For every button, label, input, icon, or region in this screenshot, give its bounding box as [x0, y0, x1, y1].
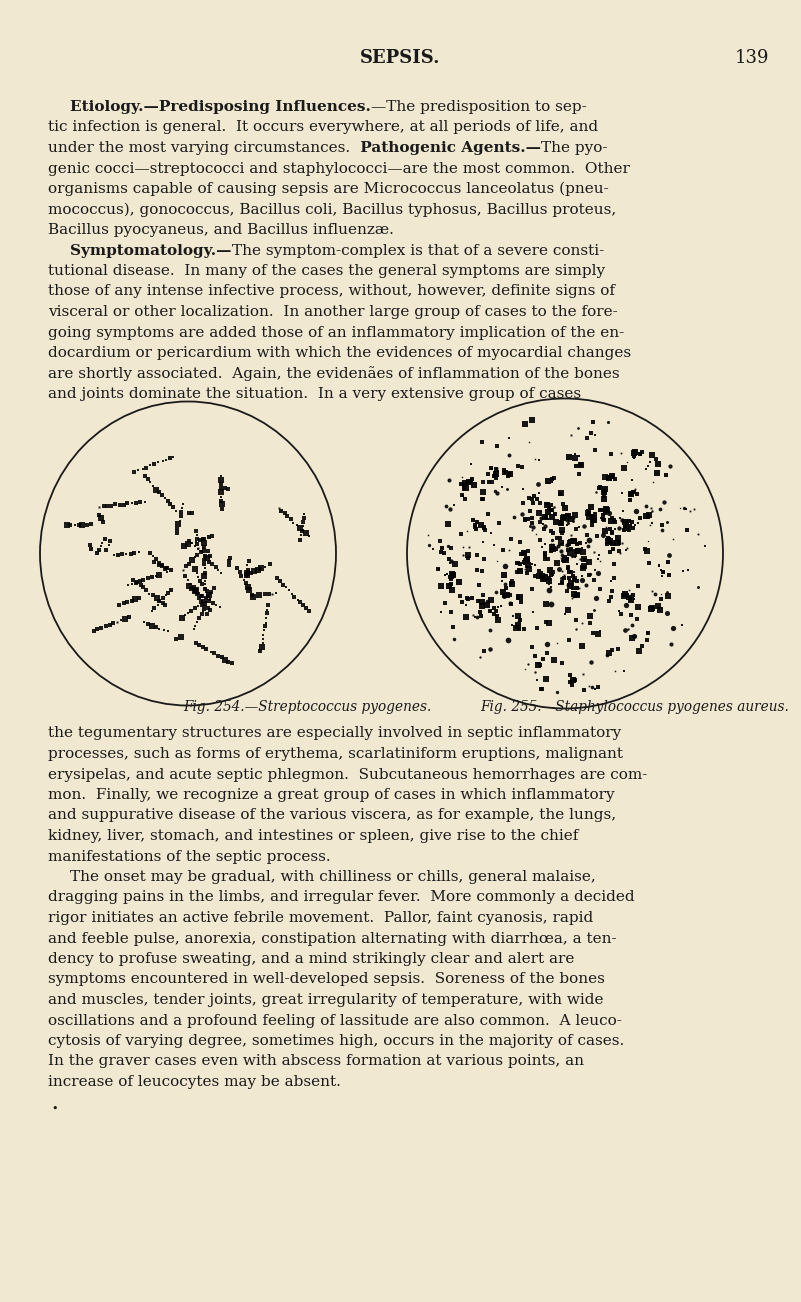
Text: and feeble pulse, anorexia, constipation alternating with diarrhœa, a ten-: and feeble pulse, anorexia, constipation… [48, 931, 617, 945]
Text: increase of leucocytes may be absent.: increase of leucocytes may be absent. [48, 1075, 341, 1088]
Text: the tegumentary structures are especially involved in septic inflammatory: the tegumentary structures are especiall… [48, 727, 622, 741]
Text: kidney, liver, stomach, and intestines or spleen, give rise to the chief: kidney, liver, stomach, and intestines o… [48, 829, 578, 842]
Text: manifestations of the septic process.: manifestations of the septic process. [48, 849, 331, 863]
Text: In the graver cases even with abscess formation at various points, an: In the graver cases even with abscess fo… [48, 1055, 584, 1069]
Text: Etiology.—Predisposing Influences.: Etiology.—Predisposing Influences. [70, 100, 371, 115]
Text: docardium or pericardium with which the evidences of myocardial changes: docardium or pericardium with which the … [48, 346, 631, 359]
Text: are shortly associated.  Again, the evidenães of inflammation of the bones: are shortly associated. Again, the evide… [48, 366, 620, 381]
Text: erysipelas, and acute septic phlegmon.  Subcutaneous hemorrhages are com-: erysipelas, and acute septic phlegmon. S… [48, 767, 647, 781]
Text: The pyo-: The pyo- [541, 141, 607, 155]
Text: SEPSIS.: SEPSIS. [360, 49, 441, 66]
Text: going symptoms are added those of an inflammatory implication of the en-: going symptoms are added those of an inf… [48, 326, 624, 340]
Text: 139: 139 [735, 49, 769, 66]
Text: mon.  Finally, we recognize a great group of cases in which inflammatory: mon. Finally, we recognize a great group… [48, 788, 614, 802]
Text: The symptom-complex is that of a severe consti-: The symptom-complex is that of a severe … [231, 243, 604, 258]
Text: visceral or other localization.  In another large group of cases to the fore-: visceral or other localization. In anoth… [48, 305, 618, 319]
Text: tutional disease.  In many of the cases the general symptoms are simply: tutional disease. In many of the cases t… [48, 264, 605, 279]
Text: organisms capable of causing sepsis are Micrococcus lanceolatus (pneu-: organisms capable of causing sepsis are … [48, 182, 609, 197]
Text: cytosis of varying degree, sometimes high, occurs in the majority of cases.: cytosis of varying degree, sometimes hig… [48, 1034, 624, 1048]
Text: and muscles, tender joints, great irregularity of temperature, with wide: and muscles, tender joints, great irregu… [48, 993, 603, 1006]
Text: —The predisposition to sep-: —The predisposition to sep- [371, 100, 586, 115]
Text: those of any intense infective process, without, however, definite signs of: those of any intense infective process, … [48, 285, 615, 298]
Text: Symptomatology.—: Symptomatology.— [70, 243, 231, 258]
Text: tic infection is general.  It occurs everywhere, at all periods of life, and: tic infection is general. It occurs ever… [48, 121, 598, 134]
Text: symptoms encountered in well-developed sepsis.  Soreness of the bones: symptoms encountered in well-developed s… [48, 973, 605, 987]
Text: processes, such as forms of erythema, scarlatiniform eruptions, malignant: processes, such as forms of erythema, sc… [48, 747, 623, 760]
Text: dragging pains in the limbs, and irregular fever.  More commonly a decided: dragging pains in the limbs, and irregul… [48, 891, 634, 905]
Text: Pathogenic Agents.—: Pathogenic Agents.— [355, 141, 541, 155]
Text: Bacillus pyocyaneus, and Bacillus influenzæ.: Bacillus pyocyaneus, and Bacillus influe… [48, 223, 394, 237]
Text: oscillations and a profound feeling of lassitude are also common.  A leuco-: oscillations and a profound feeling of l… [48, 1013, 622, 1027]
Text: rigor initiates an active febrile movement.  Pallor, faint cyanosis, rapid: rigor initiates an active febrile moveme… [48, 911, 594, 924]
Text: and suppurative disease of the various viscera, as for example, the lungs,: and suppurative disease of the various v… [48, 809, 616, 823]
Text: The onset may be gradual, with chilliness or chills, general malaise,: The onset may be gradual, with chillines… [70, 870, 596, 884]
Text: •: • [51, 1104, 58, 1113]
Text: mococcus), gonococcus, Bacillus coli, Bacillus typhosus, Bacillus proteus,: mococcus), gonococcus, Bacillus coli, Ba… [48, 203, 616, 217]
Text: and joints dominate the situation.  In a very extensive group of cases: and joints dominate the situation. In a … [48, 387, 581, 401]
Text: under the most varying circumstances.: under the most varying circumstances. [48, 141, 355, 155]
Text: Fig. 254.—Streptococcus pyogenes.: Fig. 254.—Streptococcus pyogenes. [183, 700, 432, 715]
Text: Fig. 255.—Staphylococcus pyogenes aureus.: Fig. 255.—Staphylococcus pyogenes aureus… [480, 700, 789, 715]
Text: genic cocci—streptococci and staphylococci—are the most common.  Other: genic cocci—streptococci and staphylococ… [48, 161, 630, 176]
Text: dency to profuse sweating, and a mind strikingly clear and alert are: dency to profuse sweating, and a mind st… [48, 952, 574, 966]
